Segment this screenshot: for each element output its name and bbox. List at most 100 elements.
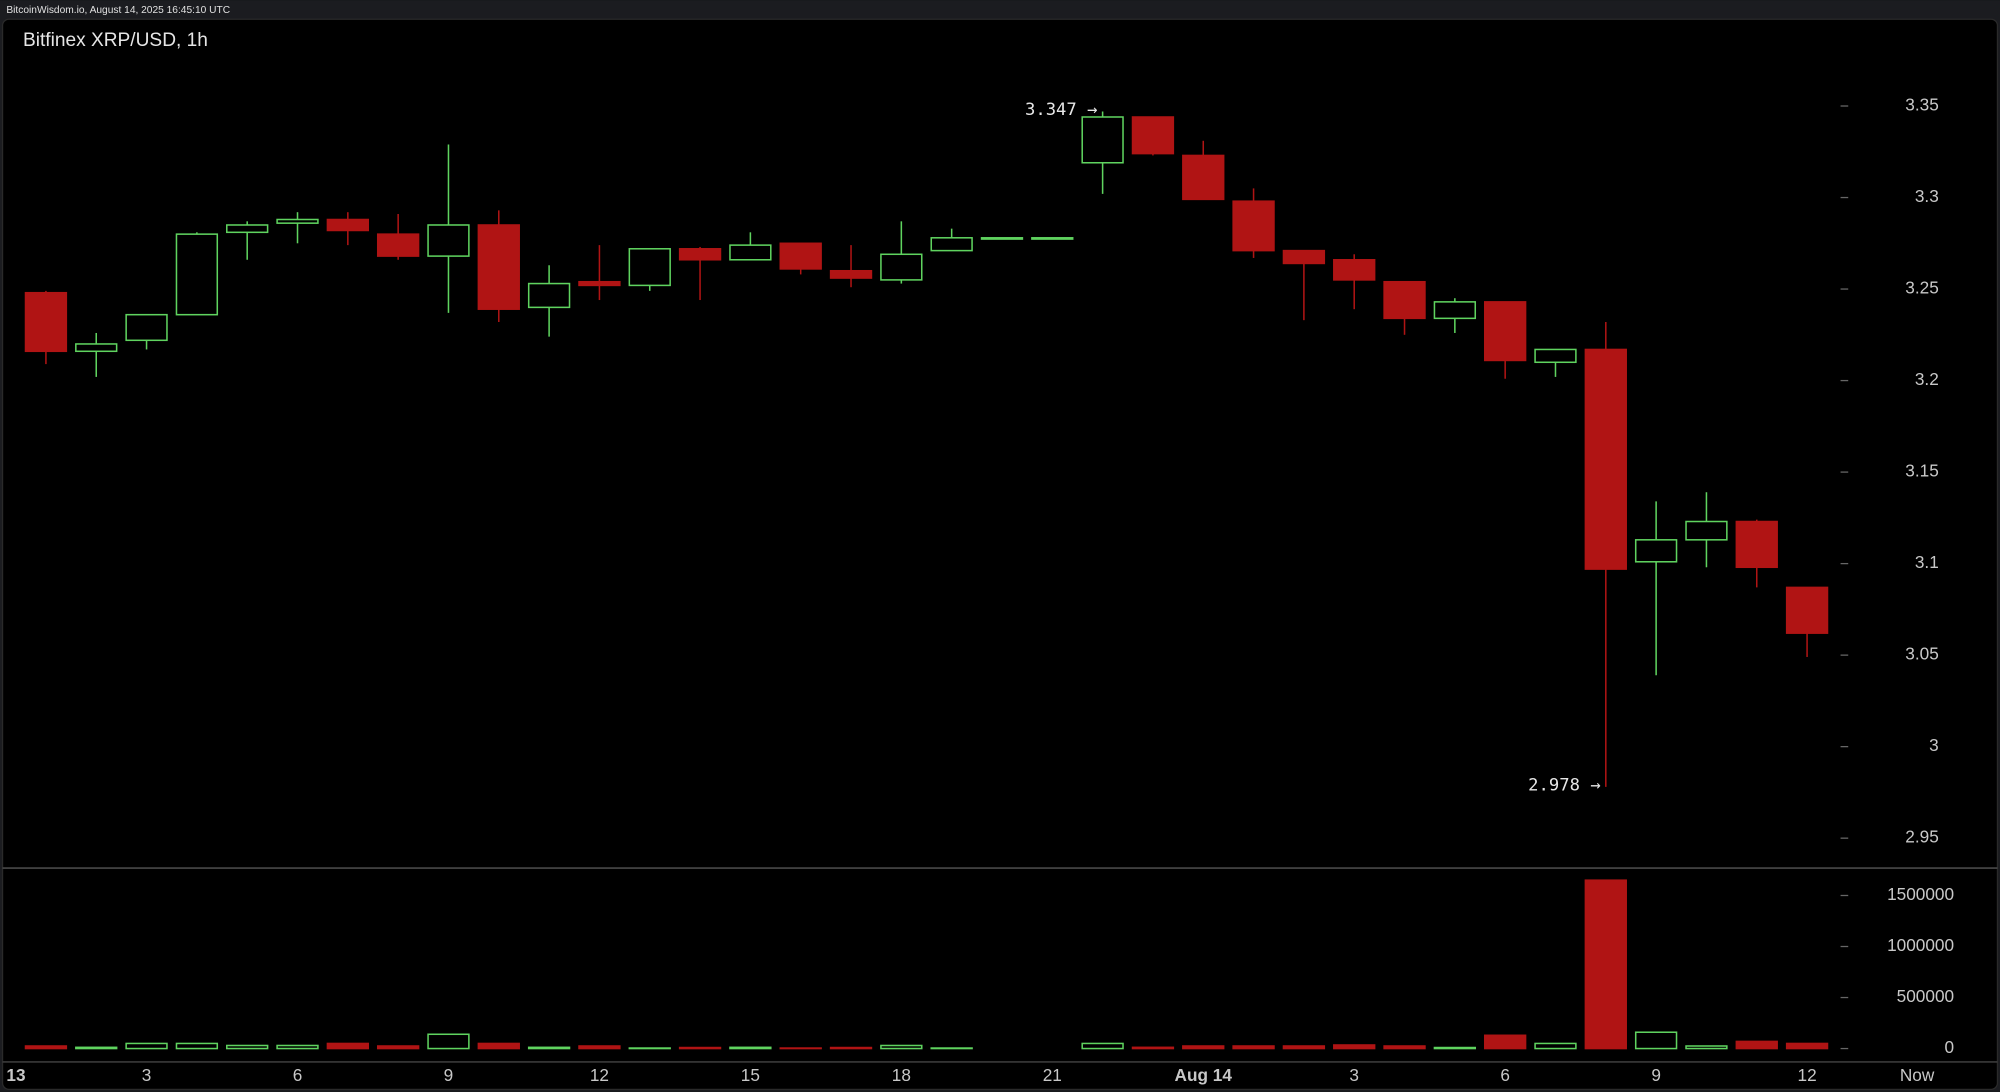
volume-bar: [75, 1046, 118, 1050]
volume-bar: [829, 1046, 873, 1050]
candle-body: [125, 313, 168, 342]
candle-body: [1735, 520, 1778, 569]
candle-body: [578, 280, 621, 287]
volume-bar: [779, 1047, 822, 1050]
x-tick-label: 21: [1043, 1065, 1062, 1085]
volume-bar: [1534, 1042, 1577, 1050]
candle-body: [1031, 237, 1074, 240]
candle-body: [1534, 348, 1577, 364]
x-end-label: Now: [1900, 1065, 1935, 1085]
candle-body: [1685, 520, 1728, 541]
y-tick-label: 3.05: [1905, 644, 1938, 664]
volume-bar: [1333, 1044, 1376, 1050]
candle-body: [326, 218, 370, 232]
volume-bar: [326, 1042, 370, 1050]
chart-panel: [1, 18, 1999, 1091]
x-tick-label: 6: [1500, 1065, 1510, 1085]
candle-body: [175, 233, 219, 316]
x-tick-label: 9: [444, 1065, 454, 1085]
y-tick-label: 3.15: [1905, 461, 1938, 481]
x-tick-label: 3: [1349, 1065, 1359, 1085]
volume-bar: [628, 1047, 671, 1050]
volume-bar: [678, 1046, 722, 1050]
candle-body: [477, 224, 520, 310]
volume-bar: [276, 1044, 319, 1050]
candle-body: [678, 248, 722, 261]
volume-bar: [930, 1047, 973, 1050]
candle-body: [628, 248, 671, 287]
volume-bar: [1282, 1045, 1326, 1050]
x-tick-label: 12: [590, 1065, 609, 1085]
y-tick-label: 3.35: [1905, 95, 1938, 115]
volume-bar: [1182, 1045, 1225, 1050]
x-tick-label: 18: [892, 1065, 911, 1085]
volume-bar: [125, 1042, 168, 1050]
y-tick-label: 3.2: [1915, 369, 1939, 389]
plot: 2.95 3 3.05 3.1 3.15 3.2 3.25 3.3 3.35 0 500000 100…: [6, 95, 1954, 1086]
volume-tick-label: 1000000: [1887, 935, 1954, 955]
volume-tick-label: 1500000: [1887, 884, 1954, 904]
candle-body: [779, 242, 822, 270]
candle-body: [1232, 200, 1275, 252]
volume-bar: [1232, 1045, 1275, 1050]
x-tick-label: 3: [142, 1065, 152, 1085]
volume-bar: [880, 1044, 923, 1050]
candle-body: [427, 224, 470, 257]
candle-body: [1785, 586, 1829, 634]
y-tick-label: 2.95: [1905, 827, 1938, 847]
candle-body: [1584, 348, 1627, 570]
candle-body: [930, 237, 973, 252]
volume-bar: [1685, 1045, 1728, 1050]
candle-body: [24, 291, 68, 353]
candle-body: [1333, 259, 1376, 281]
candle-body: [1282, 249, 1326, 265]
annotation: 3.347 →: [1025, 100, 1098, 120]
header: BitcoinWisdom.io, August 14, 2025 16:45:…: [6, 5, 230, 16]
volume-tick-label: 0: [1945, 1037, 1955, 1057]
y-tick-label: 3.25: [1905, 278, 1938, 298]
annotation: 2.978 →: [1528, 776, 1601, 796]
y-tick-label: 3: [1929, 735, 1939, 755]
candle-body: [527, 282, 571, 309]
volume-bar: [427, 1033, 470, 1050]
candle-body: [980, 237, 1024, 240]
volume-bar: [24, 1045, 68, 1050]
volume-bar: [1383, 1045, 1426, 1050]
volume-bar: [578, 1045, 621, 1050]
candle-body: [376, 233, 420, 257]
candle-body: [276, 218, 319, 224]
candle-body: [1182, 154, 1225, 201]
candle-body: [1081, 116, 1124, 164]
candle-body: [1433, 301, 1477, 320]
candle-body: [729, 244, 772, 261]
volume-bar: [376, 1045, 420, 1050]
volume-tick-label: 500000: [1897, 986, 1954, 1006]
x-start-label: 13: [6, 1065, 25, 1085]
x-tick-label: 15: [741, 1065, 760, 1085]
chart-title: Bitfinex XRP/USD, 1h: [23, 30, 208, 51]
volume-bar: [1433, 1046, 1477, 1050]
volume-bar: [527, 1046, 571, 1050]
x-tick-label: 12: [1798, 1065, 1817, 1085]
volume-bar: [226, 1044, 269, 1050]
candle-body: [829, 269, 873, 279]
volume-bar: [1634, 1031, 1678, 1050]
candle-body: [880, 253, 923, 281]
candle-body: [1131, 116, 1175, 155]
volume-bar: [1584, 879, 1627, 1050]
candle-body: [226, 224, 269, 234]
y-tick-label: 3.3: [1915, 186, 1939, 206]
volume-bar: [1785, 1042, 1829, 1050]
volume-bar: [477, 1042, 520, 1050]
volume-bar: [1483, 1034, 1527, 1050]
candle-body: [1483, 301, 1527, 362]
volume-bar: [729, 1046, 772, 1050]
x-tick-label: 6: [293, 1065, 303, 1085]
volume-bar: [1081, 1042, 1124, 1050]
y-tick-label: 3.1: [1915, 552, 1939, 572]
x-tick-label: Aug 14: [1175, 1065, 1233, 1085]
x-tick-label: 9: [1651, 1065, 1661, 1085]
candle-body: [75, 343, 118, 353]
volume-bar: [1131, 1046, 1175, 1050]
